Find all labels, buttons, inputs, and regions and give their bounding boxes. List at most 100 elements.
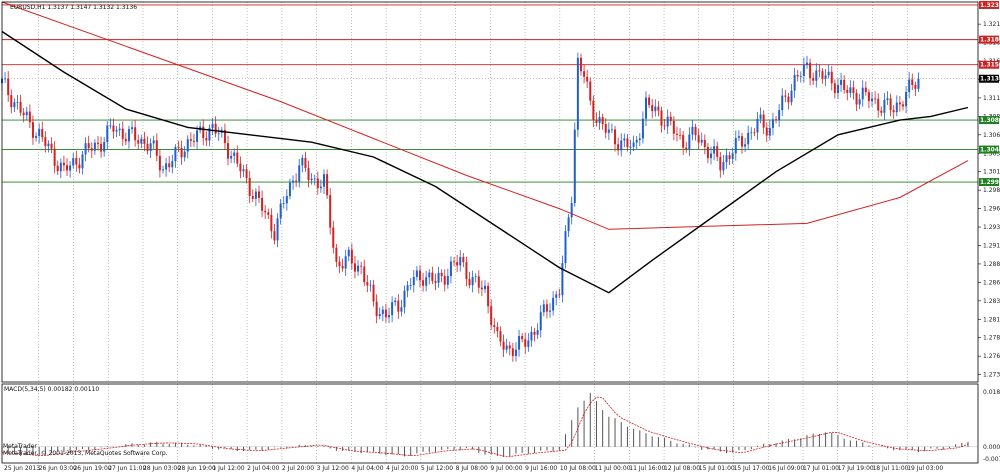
candle-body (589, 81, 592, 101)
candle-body (685, 147, 688, 150)
candle-body (666, 116, 669, 127)
candle-body (477, 276, 480, 288)
time-tick-label: 5 Jul 12:00 (421, 465, 453, 472)
candle-body (155, 140, 158, 156)
candle-body (753, 132, 756, 134)
candle-body (319, 186, 322, 189)
candle-body (137, 140, 140, 144)
candle-body (168, 163, 171, 168)
candle-body (186, 139, 189, 152)
candle-body (812, 78, 815, 81)
price-tick-label: 1.2860 (983, 279, 1000, 286)
candle-body (679, 134, 682, 136)
brand-label: MetaTrader (3, 443, 37, 450)
price-tick-label: 1.2910 (983, 242, 1000, 249)
candle-body (635, 139, 638, 143)
candle-body (298, 165, 301, 182)
candle-body (663, 125, 666, 127)
candle-body (471, 277, 474, 286)
price-tick-label: 1.2885 (983, 261, 1000, 268)
candle-body (744, 144, 747, 147)
time-tick-label: 25 Jun 2013 (4, 465, 40, 472)
candle-body (833, 83, 836, 94)
time-tick-label: 17 Jul 01:00 (803, 465, 839, 472)
candle-body (205, 138, 208, 141)
candle-body (840, 79, 843, 85)
candle-body (502, 341, 505, 350)
candle-body (158, 155, 161, 171)
candle-body (295, 180, 298, 182)
macd-tick-label: 0.00000 (983, 444, 1000, 451)
candle-body (790, 90, 793, 103)
candle-body (536, 330, 539, 335)
price-tick-label: 1.2810 (983, 316, 1000, 323)
candle-body (279, 203, 282, 219)
candle-body (843, 79, 846, 90)
candle-body (400, 307, 403, 312)
candle-body (366, 282, 369, 286)
candle-body (223, 129, 226, 144)
candle-body (710, 153, 713, 159)
candle-body (217, 132, 220, 134)
candle-body (598, 117, 601, 123)
candle-body (131, 127, 134, 129)
candle-body (44, 137, 47, 147)
price-level-label: 1.3155 (980, 62, 1000, 69)
candle-body (474, 276, 477, 278)
candle-body (397, 300, 400, 312)
candle-body (304, 157, 307, 169)
candle-body (66, 165, 69, 171)
time-tick-label: 4 Jul 04:00 (351, 465, 383, 472)
candle-body (208, 128, 211, 141)
price-level-tag (979, 145, 999, 154)
candle-body (468, 279, 471, 286)
candle-body (174, 147, 177, 162)
candle-body (425, 277, 428, 286)
candle-body (134, 127, 137, 141)
candle-body (871, 98, 874, 102)
candle-body (846, 89, 849, 93)
candle-body (750, 132, 753, 134)
candle-body (874, 98, 877, 100)
candle-body (90, 148, 93, 151)
macd-signal-line (2, 396, 969, 457)
candle-body (75, 158, 78, 165)
candle-body (53, 148, 56, 166)
candle-body (799, 75, 802, 77)
candle-body (248, 178, 251, 196)
candle-body (171, 161, 174, 168)
candle-body (152, 140, 155, 144)
candle-body (514, 349, 517, 357)
candle-body (623, 138, 626, 141)
candle-body (545, 304, 548, 312)
price-tick-label: 1.2735 (983, 372, 1000, 379)
candle-body (806, 62, 808, 65)
candle-body (802, 64, 805, 76)
time-tick-label: 11 Jul 00:00 (595, 465, 631, 472)
candle-body (369, 284, 372, 286)
candle-body (307, 168, 310, 181)
price-tick-label: 1.2985 (983, 187, 1000, 194)
candle-body (192, 140, 195, 142)
candle-body (700, 139, 703, 143)
candle-body (592, 100, 595, 120)
candle-body (672, 120, 675, 134)
candle-body (508, 345, 511, 349)
candle-body (47, 143, 50, 147)
time-tick-label: 9 Jul 00:00 (490, 465, 522, 472)
candle-body (10, 95, 13, 108)
candle-body (329, 195, 332, 228)
candle-body (180, 147, 183, 158)
candle-body (124, 138, 127, 142)
candle-body (127, 128, 130, 142)
price-level-tags: 1.3236 1.3189 1.3155 1.3136 1.3080 1.3040 1.29… (979, 0, 1000, 187)
candle-body (384, 309, 387, 318)
candle-body (391, 302, 394, 316)
candle-body (81, 154, 84, 169)
candle-body (787, 96, 790, 103)
time-tick-label: 2 Jul 04:00 (247, 465, 279, 472)
candle-body (595, 119, 598, 123)
candle-body (388, 315, 391, 318)
